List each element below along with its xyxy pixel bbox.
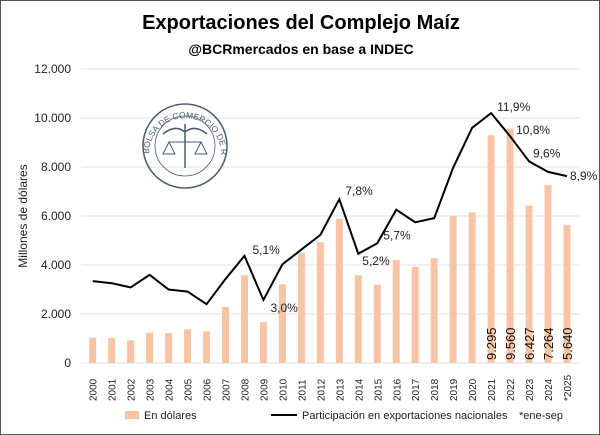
x-tick-label: 2008	[240, 378, 251, 401]
bar-2004	[165, 333, 173, 363]
legend-label-line: Participación en exportaciones nacionale…	[302, 410, 508, 422]
x-tick-label: 2022	[506, 378, 517, 401]
bcr-logo: BOLSA DE COMERCIO DE ROSARIO	[141, 103, 229, 189]
bar-2023	[525, 205, 533, 363]
bar-2024	[544, 185, 552, 363]
bar-2009	[259, 322, 267, 363]
bar-2002	[127, 340, 135, 363]
bar-2013	[335, 218, 343, 363]
bar-2011	[297, 252, 305, 363]
bar-data-label: 5.640	[560, 327, 575, 360]
y-tick-label: 4.000	[41, 258, 71, 272]
line-data-label: 11,9%	[497, 100, 530, 114]
bar-2015	[373, 284, 381, 363]
x-tick-label: 2000	[89, 378, 100, 401]
bar-2003	[146, 332, 154, 363]
bar-2014	[354, 275, 362, 363]
line-data-label: 3,0%	[270, 301, 298, 315]
legend-label-bars: En dólares	[144, 410, 197, 422]
bar-2012	[316, 242, 324, 363]
x-tick-label: 2023	[525, 378, 536, 401]
y-tick-label: 2.000	[41, 307, 71, 321]
bar-2000	[89, 337, 97, 363]
bar-data-label: 9.560	[503, 327, 518, 360]
bar-2008	[240, 275, 248, 363]
x-tick-label: 2017	[411, 378, 422, 401]
y-tick-label: 12.000	[34, 62, 71, 76]
y-axis-title: Millones de dólares	[16, 164, 30, 267]
x-tick-label: 2016	[392, 378, 403, 401]
x-tick-label: 2009	[259, 378, 270, 401]
bar-*2025	[563, 224, 571, 363]
y-tick-label: 8.000	[41, 160, 71, 174]
bar-data-label: 9.295	[484, 327, 499, 360]
bar-data-label: 7.264	[541, 327, 556, 360]
bar-2006	[203, 331, 211, 363]
line-data-label: 5,7%	[383, 228, 411, 242]
footnote: *ene-sep	[519, 410, 563, 422]
bar-2010	[278, 284, 286, 363]
y-tick-label: 0	[64, 356, 71, 370]
line-data-label: 5,2%	[362, 254, 390, 268]
x-tick-label: 2007	[222, 378, 233, 401]
x-tick-label: 2024	[544, 378, 555, 401]
bar-data-label: 6.427	[522, 327, 537, 360]
x-tick-label: 2014	[354, 378, 365, 401]
bar-2019	[449, 215, 457, 363]
bar-2016	[392, 260, 400, 363]
line-data-label: 9,6%	[533, 146, 561, 160]
x-tick-label: 2001	[108, 378, 119, 401]
legend: En dólares Participación en exportacione…	[125, 410, 563, 422]
bar-2001	[108, 338, 116, 363]
x-tick-label: 2018	[430, 378, 441, 401]
x-tick-label: 2011	[297, 379, 308, 401]
bar-2020	[468, 212, 476, 363]
x-tick-label: 2005	[184, 378, 195, 401]
x-tick-label: 2006	[203, 378, 214, 401]
x-tick-label: *2025	[563, 374, 574, 401]
chart-title: Exportaciones del Complejo Maíz	[142, 12, 460, 34]
bar-2021	[487, 135, 495, 363]
x-tick-label: 2020	[468, 378, 479, 401]
x-tick-label: 2002	[127, 378, 138, 401]
line-data-label: 7,8%	[345, 184, 373, 198]
bar-2005	[184, 329, 192, 363]
participation-line	[92, 111, 568, 306]
line-data-label: 8,9%	[570, 169, 598, 183]
y-tick-label: 6.000	[41, 209, 71, 223]
x-tick-label: 2015	[373, 378, 384, 401]
legend-swatch-bars	[125, 411, 139, 419]
x-tick-label: 2010	[278, 378, 289, 401]
x-tick-label: 2019	[449, 378, 460, 401]
x-tick-label: 2021	[487, 378, 498, 401]
x-tick-label: 2003	[146, 378, 157, 401]
x-tick-label: 2004	[165, 378, 176, 401]
bar-2007	[222, 307, 230, 363]
line-data-label: 10,8%	[516, 123, 550, 137]
line-data-label: 5,1%	[252, 243, 280, 257]
x-tick-label: 2012	[316, 378, 327, 401]
bar-2022	[506, 128, 514, 363]
bar-2017	[411, 266, 419, 363]
chart-subtitle: @BCRmercados en base a INDEC	[188, 41, 413, 57]
y-tick-label: 10.000	[34, 111, 71, 125]
x-tick-label: 2013	[335, 378, 346, 401]
bar-2018	[430, 258, 438, 363]
